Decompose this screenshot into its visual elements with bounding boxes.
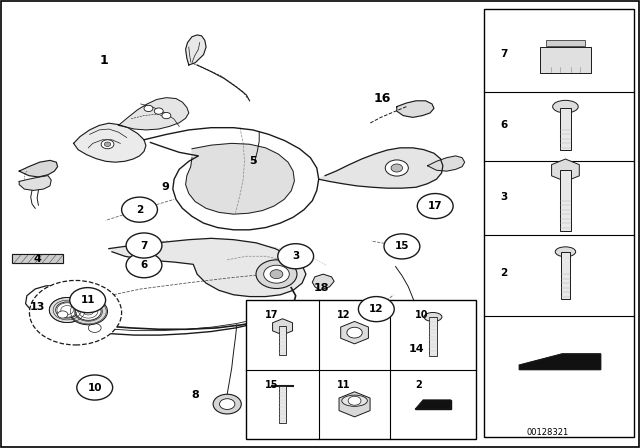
Text: 17: 17	[265, 310, 278, 320]
Bar	[540, 47, 591, 73]
Circle shape	[104, 142, 111, 146]
Ellipse shape	[556, 247, 576, 257]
Circle shape	[29, 280, 122, 345]
Text: 00128321: 00128321	[526, 428, 568, 437]
Text: 11: 11	[337, 380, 350, 390]
Text: 8: 8	[191, 390, 199, 400]
Text: 3: 3	[292, 251, 300, 261]
Text: 15: 15	[395, 241, 409, 251]
Text: 10: 10	[415, 310, 429, 320]
Polygon shape	[312, 274, 334, 290]
Text: 5: 5	[249, 156, 257, 166]
Bar	[561, 252, 570, 299]
Text: 14: 14	[408, 345, 424, 354]
Text: 17: 17	[428, 201, 442, 211]
Polygon shape	[520, 354, 601, 370]
Circle shape	[417, 194, 453, 219]
Text: 6: 6	[140, 260, 148, 270]
Circle shape	[69, 298, 108, 325]
Polygon shape	[319, 148, 443, 188]
Circle shape	[49, 297, 85, 323]
Ellipse shape	[342, 395, 367, 406]
Bar	[561, 170, 571, 231]
Circle shape	[391, 164, 403, 172]
Circle shape	[270, 270, 283, 279]
Circle shape	[162, 112, 171, 119]
Circle shape	[126, 233, 162, 258]
Circle shape	[144, 105, 153, 112]
Circle shape	[58, 311, 68, 318]
Polygon shape	[397, 101, 434, 117]
Text: 2: 2	[500, 268, 508, 278]
Circle shape	[348, 396, 361, 405]
Text: 7: 7	[140, 241, 148, 250]
Polygon shape	[74, 123, 146, 162]
Circle shape	[220, 399, 235, 409]
Circle shape	[83, 320, 106, 336]
Text: 13: 13	[29, 302, 45, 312]
Polygon shape	[19, 160, 58, 177]
Text: 7: 7	[500, 49, 508, 59]
Text: 4: 4	[33, 254, 41, 264]
Circle shape	[408, 333, 436, 353]
Polygon shape	[186, 35, 206, 65]
Text: 15: 15	[265, 380, 278, 390]
Text: 12: 12	[337, 310, 350, 320]
Circle shape	[213, 394, 241, 414]
Text: 11: 11	[81, 295, 95, 305]
Polygon shape	[186, 143, 294, 214]
Text: 18: 18	[314, 283, 329, 293]
Polygon shape	[428, 156, 465, 171]
Text: 1: 1	[99, 54, 108, 67]
Bar	[246, 300, 476, 439]
Bar	[280, 386, 285, 423]
Text: 9: 9	[161, 182, 169, 192]
Polygon shape	[19, 176, 51, 190]
Polygon shape	[109, 238, 306, 297]
Circle shape	[415, 337, 430, 348]
Circle shape	[154, 108, 163, 114]
Bar	[429, 317, 437, 357]
Text: 10: 10	[88, 383, 102, 392]
Circle shape	[264, 265, 289, 283]
Polygon shape	[12, 254, 63, 263]
Circle shape	[88, 323, 101, 332]
Circle shape	[77, 375, 113, 400]
Text: 2: 2	[415, 380, 422, 390]
Text: 16: 16	[374, 92, 392, 105]
Circle shape	[76, 302, 101, 320]
Circle shape	[101, 140, 114, 149]
Circle shape	[278, 244, 314, 269]
Text: 3: 3	[500, 192, 508, 202]
Circle shape	[347, 327, 362, 338]
Bar	[279, 326, 287, 355]
Bar	[547, 40, 585, 46]
Circle shape	[56, 302, 79, 318]
Text: 2: 2	[136, 205, 143, 215]
Polygon shape	[118, 98, 189, 130]
Text: 12: 12	[369, 304, 383, 314]
Ellipse shape	[424, 313, 442, 322]
Circle shape	[70, 288, 106, 313]
Circle shape	[122, 197, 157, 222]
Circle shape	[256, 260, 297, 289]
Ellipse shape	[553, 100, 579, 113]
Text: 6: 6	[500, 121, 508, 130]
Circle shape	[358, 297, 394, 322]
Circle shape	[384, 234, 420, 259]
Bar	[561, 108, 571, 150]
Bar	[484, 9, 634, 437]
Polygon shape	[415, 400, 451, 409]
Bar	[12, 254, 63, 263]
Circle shape	[126, 253, 162, 278]
Circle shape	[385, 160, 408, 176]
